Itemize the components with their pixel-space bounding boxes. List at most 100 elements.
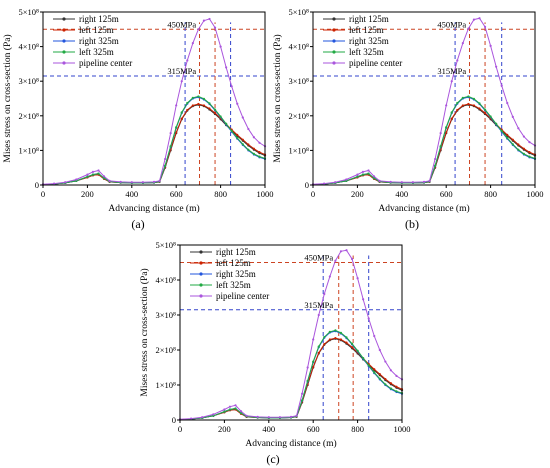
x-tick-label: 800 bbox=[351, 424, 364, 434]
x-tick-label: 200 bbox=[81, 189, 94, 199]
data-point bbox=[506, 101, 509, 105]
data-point bbox=[295, 414, 298, 417]
data-point bbox=[522, 152, 526, 155]
data-point bbox=[164, 164, 167, 167]
data-point bbox=[500, 129, 503, 133]
data-point bbox=[489, 44, 492, 48]
data-point bbox=[334, 337, 337, 340]
series-line bbox=[179, 338, 403, 421]
y-tick-label: 4×10⁸ bbox=[288, 42, 309, 52]
data-point bbox=[208, 107, 211, 110]
data-point bbox=[256, 415, 259, 418]
data-point bbox=[169, 132, 172, 135]
y-axis-label: Mises stress on cross-section (Pa) bbox=[272, 34, 283, 162]
legend-marker bbox=[199, 272, 203, 276]
y-tick-label: 4×10⁸ bbox=[18, 42, 39, 52]
series-line bbox=[179, 337, 403, 421]
data-point bbox=[528, 140, 531, 144]
data-point bbox=[247, 143, 250, 146]
annotation-450mpa: 450MPa bbox=[437, 19, 466, 29]
data-point bbox=[500, 84, 503, 87]
data-point bbox=[483, 111, 487, 115]
data-point bbox=[461, 42, 464, 45]
x-tick-label: 1000 bbox=[394, 424, 411, 434]
series-line bbox=[42, 103, 266, 186]
panel-label: (b) bbox=[405, 217, 419, 231]
data-point bbox=[445, 126, 448, 129]
data-point bbox=[186, 59, 189, 62]
data-point bbox=[328, 275, 331, 278]
data-point bbox=[367, 172, 370, 175]
y-axis-label: Mises stress on cross-section (Pa) bbox=[2, 34, 13, 162]
data-point bbox=[186, 108, 189, 112]
data-point bbox=[241, 143, 244, 146]
data-point bbox=[395, 374, 398, 377]
legend-label: left 125m bbox=[216, 258, 251, 268]
data-point bbox=[158, 179, 161, 182]
legend-label: pipeline center bbox=[79, 58, 132, 68]
data-point bbox=[495, 65, 498, 68]
data-point bbox=[247, 148, 250, 151]
data-point bbox=[108, 179, 111, 182]
series-line bbox=[312, 104, 536, 186]
data-point bbox=[234, 404, 237, 407]
data-point bbox=[378, 377, 381, 380]
legend-label: right 325m bbox=[349, 36, 389, 46]
data-point bbox=[517, 127, 520, 130]
data-point bbox=[213, 26, 217, 29]
legend-label: right 125m bbox=[79, 14, 119, 24]
data-point bbox=[230, 129, 233, 133]
x-tick-label: 1000 bbox=[257, 189, 274, 199]
data-point bbox=[208, 102, 211, 105]
x-tick-label: 400 bbox=[262, 424, 275, 434]
data-point bbox=[378, 179, 381, 182]
x-tick-label: 1000 bbox=[527, 189, 544, 199]
data-point bbox=[434, 164, 437, 167]
data-point bbox=[456, 108, 459, 112]
data-point bbox=[175, 131, 178, 134]
data-point bbox=[389, 369, 392, 372]
data-point bbox=[461, 96, 464, 99]
data-point bbox=[389, 387, 392, 390]
data-point bbox=[356, 277, 359, 280]
y-tick-label: 5×10⁸ bbox=[155, 240, 176, 250]
data-point bbox=[384, 377, 387, 381]
legend-marker bbox=[199, 261, 203, 265]
legend-label: left 325m bbox=[79, 47, 114, 57]
y-tick-label: 1×10⁸ bbox=[155, 380, 176, 390]
data-point bbox=[528, 151, 531, 154]
data-point bbox=[225, 122, 228, 125]
data-point bbox=[495, 122, 498, 125]
legend-label: left 325m bbox=[216, 280, 251, 290]
data-point bbox=[378, 373, 381, 376]
y-tick-label: 3×10⁸ bbox=[18, 76, 39, 86]
data-point bbox=[439, 145, 442, 148]
data-point bbox=[384, 360, 387, 363]
data-point bbox=[323, 335, 326, 339]
legend-marker bbox=[199, 283, 203, 287]
x-tick-label: 0 bbox=[178, 424, 182, 434]
chart-panel-1: 0 200 400 600 800 1000 0 1×10⁸ 2×10⁸ 3×10⁸ 4×10⁸ 5×… bbox=[2, 7, 274, 231]
data-point bbox=[395, 390, 398, 393]
data-point bbox=[339, 331, 343, 334]
data-point bbox=[223, 410, 226, 413]
data-point bbox=[323, 292, 326, 296]
data-point bbox=[225, 66, 228, 69]
data-point bbox=[511, 115, 514, 118]
data-point bbox=[362, 356, 365, 360]
data-point bbox=[400, 181, 403, 184]
annotation-315mpa: 315MPa bbox=[437, 66, 466, 76]
data-point bbox=[445, 104, 448, 107]
data-point bbox=[467, 102, 470, 106]
x-axis-label: Advancing distance (m) bbox=[108, 203, 199, 214]
data-point bbox=[175, 104, 178, 107]
data-point bbox=[478, 102, 481, 105]
data-point bbox=[356, 349, 359, 352]
data-point bbox=[450, 117, 453, 120]
data-point bbox=[411, 181, 414, 184]
data-point bbox=[247, 127, 250, 131]
data-point bbox=[201, 416, 204, 419]
data-point bbox=[212, 413, 215, 416]
y-tick-label: 2×10⁸ bbox=[155, 345, 176, 355]
data-point bbox=[219, 115, 222, 118]
